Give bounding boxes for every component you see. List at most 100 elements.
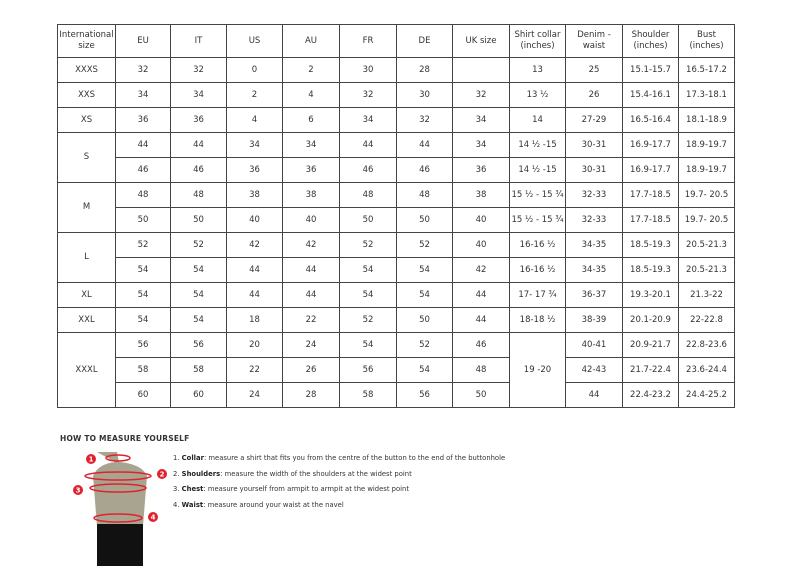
- table-cell: 22.8-23.6: [678, 332, 735, 358]
- table-cell: 15.1-15.7: [622, 57, 679, 83]
- table-cell: 26: [282, 357, 340, 383]
- measure-step: 2. Shoulders: measure the width of the s…: [173, 467, 505, 483]
- table-row: M 48 48 38 38 48 48 38 15 ½ - 15 ¾ 32-33 17.7-18.5…: [57, 182, 735, 233]
- table-cell: 54: [339, 282, 397, 308]
- table-cell: 52: [170, 232, 227, 258]
- intl-size-cell: L: [57, 232, 116, 283]
- table-cell: 34: [226, 132, 283, 158]
- table-cell: 28: [282, 382, 340, 408]
- step-term: Waist: [181, 500, 204, 509]
- step-number: 4.: [173, 500, 180, 509]
- marker-1: 1: [89, 456, 94, 464]
- intl-size-cell: XL: [57, 282, 116, 308]
- table-cell: 32-33: [565, 207, 623, 233]
- table-cell: 44: [226, 282, 283, 308]
- column-header: EU: [115, 24, 171, 58]
- table-cell: 50: [115, 207, 171, 233]
- table-cell: 18.9-19.7: [678, 157, 735, 183]
- table-cell: 13: [509, 57, 566, 83]
- column-header: AU: [282, 24, 340, 58]
- intl-size-cell: XXXS: [57, 57, 116, 83]
- table-cell: 56: [115, 332, 171, 358]
- table-cell: 42: [282, 232, 340, 258]
- body-measure-figure-icon: 1 2 3 4: [73, 452, 167, 566]
- table-cell: 38: [282, 182, 340, 208]
- table-cell: 23.6-24.4: [678, 357, 735, 383]
- table-cell: 40-41: [565, 332, 623, 358]
- table-cell: 32: [452, 82, 510, 108]
- table-cell: 20.9-21.7: [622, 332, 679, 358]
- step-text: : measure the width of the shoulders at …: [220, 469, 412, 478]
- step-number: 1.: [173, 454, 180, 462]
- column-header: UK size: [452, 24, 510, 58]
- table-cell: 54: [115, 257, 171, 283]
- table-cell: 54: [339, 257, 397, 283]
- column-header: Shirt collar (inches): [509, 24, 566, 58]
- column-header: Shoulder (inches): [622, 24, 679, 58]
- table-cell: 2: [282, 57, 340, 83]
- table-cell: 44: [396, 132, 453, 158]
- intl-size-cell: XXXL: [57, 332, 116, 408]
- table-cell: 52: [339, 232, 397, 258]
- table-cell: 42-43: [565, 357, 623, 383]
- table-cell: 54: [339, 332, 397, 358]
- table-cell: 17.7-18.5: [622, 207, 679, 233]
- table-row: 50 50 40 40 50 50 40 15 ½ - 15 ¾ 32-33 17.7-18.5 1…: [58, 207, 735, 233]
- table-cell: 54: [115, 282, 171, 308]
- table-cell: 42: [452, 257, 510, 283]
- table-cell: 52: [115, 232, 171, 258]
- table-cell: 17- 17 ¾: [509, 282, 566, 308]
- table-cell: 22: [226, 357, 283, 383]
- table-cell: 48: [170, 182, 227, 208]
- table-cell: 54: [170, 282, 227, 308]
- table-cell: 19.7- 20.5: [678, 182, 735, 208]
- table-cell: 40: [226, 207, 283, 233]
- column-header: International size: [57, 24, 116, 58]
- table-cell: 18: [226, 307, 283, 333]
- measure-title: HOW TO MEASURE YOURSELF: [60, 434, 190, 443]
- table-cell: 16.9-17.7: [622, 157, 679, 183]
- step-term: Collar: [181, 454, 204, 462]
- table-cell: 16-16 ½: [509, 257, 566, 283]
- table-cell: 16.5-16.4: [622, 107, 679, 133]
- step-text: : measure around your waist at the navel: [203, 500, 344, 509]
- measure-step: 4. Waist: measure around your waist at t…: [173, 498, 505, 514]
- table-cell: 6: [282, 107, 340, 133]
- table-cell: 27-29: [565, 107, 623, 133]
- table-cell: 24: [282, 332, 340, 358]
- table-cell: 52: [396, 232, 453, 258]
- table-cell: 36: [452, 157, 510, 183]
- table-cell: 54: [170, 257, 227, 283]
- table-cell: 16.5-17.2: [678, 57, 735, 83]
- intl-size-cell: XS: [57, 107, 116, 133]
- table-cell: 52: [339, 307, 397, 333]
- table-cell: 38: [452, 182, 510, 208]
- size-chart-table: International size EU IT US AU FR DE UK size Shi…: [57, 24, 735, 408]
- intl-size-cell: M: [57, 182, 116, 233]
- table-cell: 15.4-16.1: [622, 82, 679, 108]
- table-cell: 28: [396, 57, 453, 83]
- table-row: 46 46 36 36 46 46 36 14 ½ -15 30-31 16.9-17.7 18.9…: [58, 157, 735, 183]
- table-cell: 46: [396, 157, 453, 183]
- table-cell: 40: [282, 207, 340, 233]
- table-row: XXXS 32 32 0 2 30 28 13 25 15.1-15.7 16.5-17.2: [57, 57, 735, 83]
- table-cell: 50: [170, 207, 227, 233]
- table-cell: 36: [170, 107, 227, 133]
- table-cell: 30-31: [565, 132, 623, 158]
- table-cell: 44: [282, 257, 340, 283]
- step-term: Shoulders: [181, 469, 221, 478]
- table-cell: 34: [170, 82, 227, 108]
- table-cell: 48: [339, 182, 397, 208]
- measure-step: 1. Collar: measure a shirt that fits you…: [173, 451, 505, 467]
- table-cell: 34-35: [565, 232, 623, 258]
- table-cell: 22-22.8: [678, 307, 735, 333]
- table-cell: 40: [452, 232, 510, 258]
- table-cell: 30: [339, 57, 397, 83]
- table-cell: 18.9-19.7: [678, 132, 735, 158]
- table-cell: 20.5-21.3: [678, 257, 735, 283]
- table-cell: 36: [282, 157, 340, 183]
- table-cell: 46: [339, 157, 397, 183]
- intl-size-cell: S: [57, 132, 116, 183]
- marker-2: 2: [160, 471, 165, 479]
- step-number: 3.: [173, 485, 180, 493]
